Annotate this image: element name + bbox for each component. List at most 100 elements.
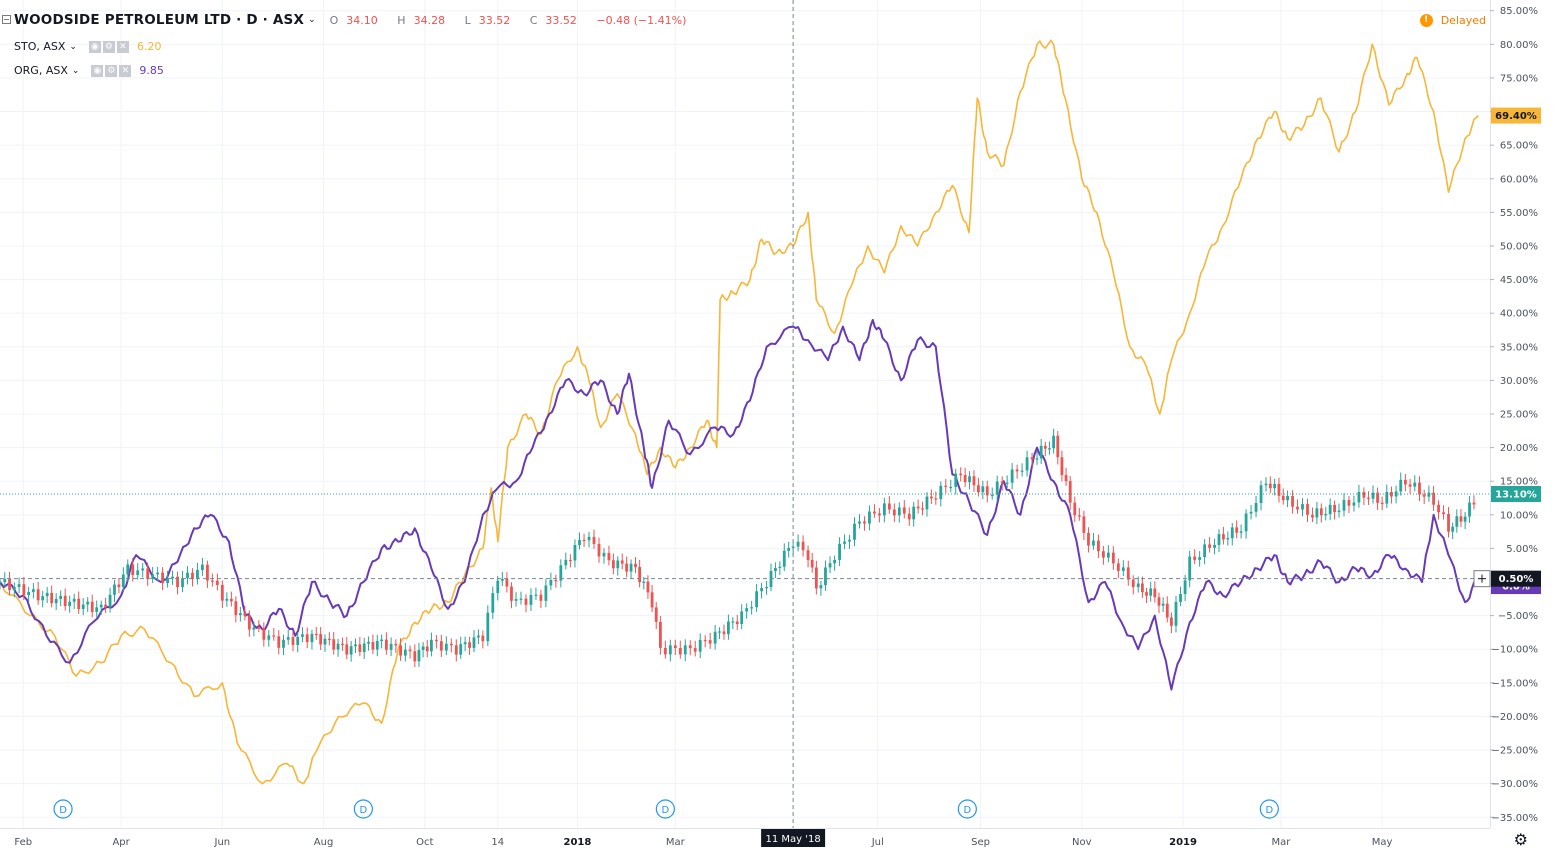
candle-body[interactable] xyxy=(1039,445,1043,459)
candle-body[interactable] xyxy=(814,567,818,589)
candle-body[interactable] xyxy=(968,476,971,483)
candle-body[interactable] xyxy=(1268,483,1272,489)
candle-body[interactable] xyxy=(36,589,40,601)
candle-body[interactable] xyxy=(362,643,366,653)
series-line-sto[interactable] xyxy=(0,39,1479,785)
candle-body[interactable] xyxy=(650,592,654,608)
candle-body[interactable] xyxy=(1311,514,1314,518)
candle-body[interactable] xyxy=(1390,491,1393,497)
candle-body[interactable] xyxy=(718,631,721,633)
candle-body[interactable] xyxy=(568,559,572,562)
close-icon[interactable]: ✕ xyxy=(116,40,129,53)
candle-body[interactable] xyxy=(688,645,692,649)
candle-body[interactable] xyxy=(853,523,856,540)
candle-body[interactable] xyxy=(454,645,458,655)
candle-body[interactable] xyxy=(301,634,304,637)
candle-body[interactable] xyxy=(1052,435,1056,449)
candle-body[interactable] xyxy=(229,598,233,602)
candle-body[interactable] xyxy=(166,578,169,584)
candle-body[interactable] xyxy=(1239,531,1243,533)
candle-body[interactable] xyxy=(1451,526,1455,532)
chart-settings-gear-icon[interactable]: ⚙ xyxy=(1513,830,1528,849)
candle-body[interactable] xyxy=(481,635,485,642)
candle-body[interactable] xyxy=(1437,504,1440,513)
candle-body[interactable] xyxy=(544,585,548,601)
dividend-marker[interactable] xyxy=(1259,799,1279,819)
candle-body[interactable] xyxy=(745,608,749,612)
candle-body[interactable] xyxy=(136,570,140,575)
candle-body[interactable] xyxy=(468,642,471,648)
candle-body[interactable] xyxy=(8,579,11,591)
candle-body[interactable] xyxy=(1073,502,1077,516)
candle-body[interactable] xyxy=(1342,500,1346,511)
candle-body[interactable] xyxy=(0,582,2,584)
candle-body[interactable] xyxy=(1442,512,1445,514)
candle-body[interactable] xyxy=(907,513,911,520)
candle-body[interactable] xyxy=(408,649,412,652)
candle-body[interactable] xyxy=(439,641,443,651)
candle-body[interactable] xyxy=(510,586,513,601)
candle-body[interactable] xyxy=(201,564,204,571)
candle-body[interactable] xyxy=(1170,617,1173,626)
candle-body[interactable] xyxy=(1025,457,1029,471)
candle-body[interactable] xyxy=(1000,481,1004,484)
candle-body[interactable] xyxy=(654,607,658,622)
candle-body[interactable] xyxy=(882,503,886,516)
candle-body[interactable] xyxy=(341,643,344,645)
candle-body[interactable] xyxy=(17,584,21,587)
candle-body[interactable] xyxy=(693,648,697,652)
candle-body[interactable] xyxy=(176,576,179,588)
candle-body[interactable] xyxy=(161,572,165,584)
candle-body[interactable] xyxy=(796,541,800,547)
candle-body[interactable] xyxy=(949,486,953,489)
candle-body[interactable] xyxy=(1111,552,1115,564)
candle-body[interactable] xyxy=(327,638,331,641)
candle-body[interactable] xyxy=(1357,491,1361,503)
candle-body[interactable] xyxy=(1153,588,1157,598)
candle-body[interactable] xyxy=(156,572,160,575)
candle-body[interactable] xyxy=(934,498,938,500)
candle-body[interactable] xyxy=(336,643,340,650)
candle-body[interactable] xyxy=(634,563,637,568)
candle-body[interactable] xyxy=(367,641,370,644)
candle-body[interactable] xyxy=(349,646,353,655)
candle-body[interactable] xyxy=(990,494,994,497)
candle-body[interactable] xyxy=(1136,583,1140,587)
candle-body[interactable] xyxy=(642,581,646,583)
candle-body[interactable] xyxy=(282,639,285,648)
candle-body[interactable] xyxy=(31,589,35,592)
candle-body[interactable] xyxy=(1403,479,1407,485)
candle-body[interactable] xyxy=(104,604,108,608)
candle-body[interactable] xyxy=(113,584,116,595)
candle-body[interactable] xyxy=(519,598,523,600)
candle-body[interactable] xyxy=(1188,556,1192,581)
candle-body[interactable] xyxy=(755,591,759,608)
candle-body[interactable] xyxy=(1376,492,1379,503)
candle-body[interactable] xyxy=(1010,469,1014,483)
candle-body[interactable] xyxy=(972,476,976,486)
candle-body[interactable] xyxy=(267,635,271,640)
candle-body[interactable] xyxy=(828,563,832,568)
candle-body[interactable] xyxy=(1463,516,1467,522)
candle-body[interactable] xyxy=(833,559,836,564)
candle-body[interactable] xyxy=(345,644,349,655)
candle-body[interactable] xyxy=(1235,527,1239,533)
candle-body[interactable] xyxy=(868,511,871,524)
candle-body[interactable] xyxy=(1082,516,1086,533)
dividend-marker[interactable] xyxy=(353,799,373,819)
close-icon[interactable]: ✕ xyxy=(119,64,132,77)
series-line-org[interactable] xyxy=(0,318,1480,691)
candle-body[interactable] xyxy=(126,564,130,575)
candle-body[interactable] xyxy=(843,541,846,544)
candle-body[interactable] xyxy=(72,598,76,602)
candle-body[interactable] xyxy=(210,580,214,582)
candle-body[interactable] xyxy=(277,636,281,648)
candle-body[interactable] xyxy=(1394,491,1398,497)
candle-body[interactable] xyxy=(1087,532,1090,546)
candle-body[interactable] xyxy=(399,645,402,656)
candle-body[interactable] xyxy=(944,485,948,488)
candle-body[interactable] xyxy=(1101,551,1105,558)
candle-body[interactable] xyxy=(95,607,99,612)
candle-body[interactable] xyxy=(722,631,726,635)
candle-body[interactable] xyxy=(620,560,624,564)
